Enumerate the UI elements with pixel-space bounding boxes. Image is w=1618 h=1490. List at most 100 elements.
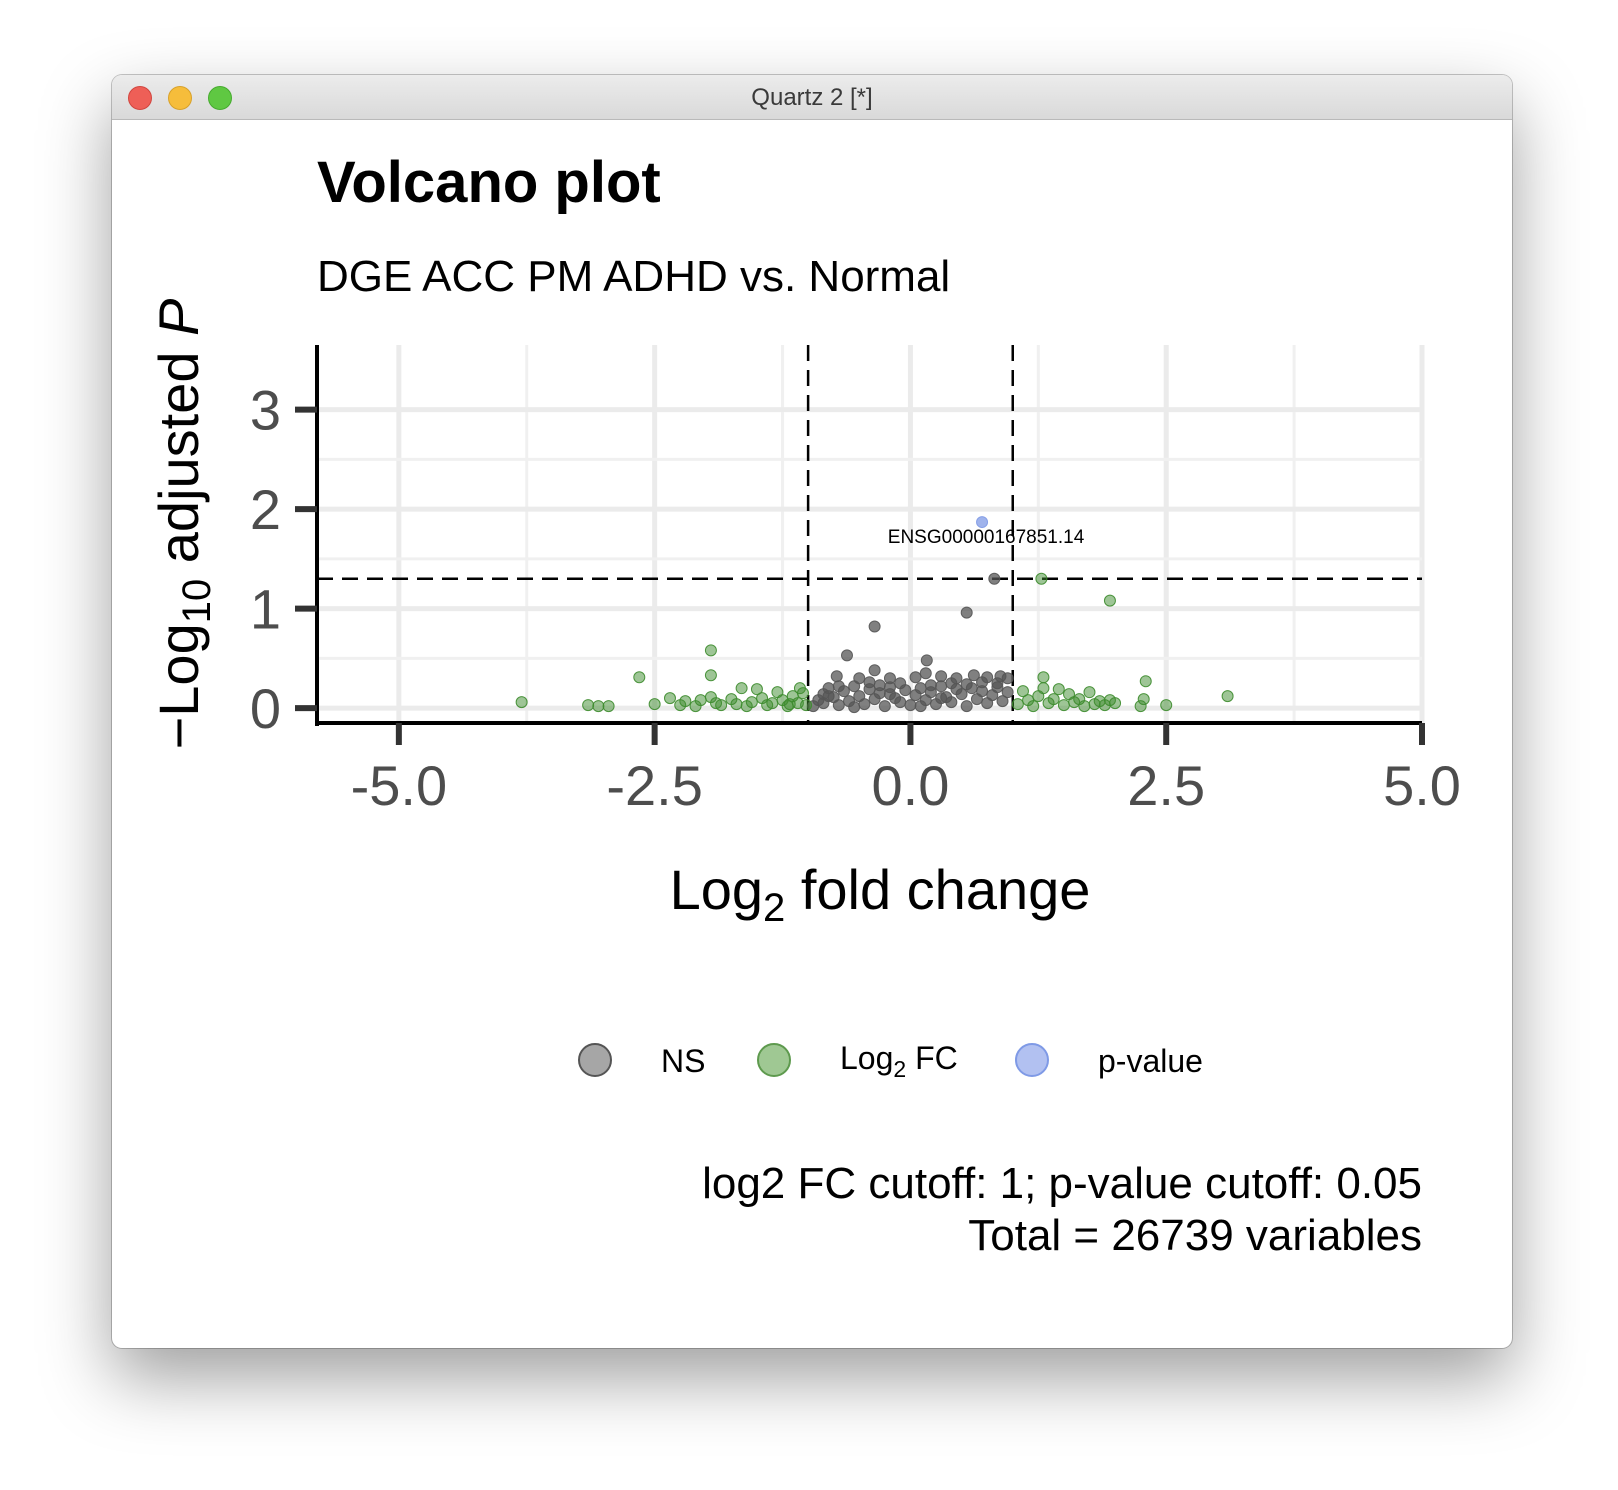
ns-point <box>830 670 843 683</box>
caption-cutoffs: log2 FC cutoff: 1; p-value cutoff: 0.05 <box>702 1159 1422 1208</box>
chart-title: Volcano plot <box>317 150 661 215</box>
ns-point <box>935 692 948 705</box>
log2fc-point <box>800 699 813 712</box>
ns-point <box>960 606 973 619</box>
ns-point <box>960 678 973 691</box>
log2fc-point <box>592 700 605 713</box>
ns-point <box>914 682 927 695</box>
log2fc-point <box>648 698 661 711</box>
x-axis-title-rest: fold change <box>785 858 1090 921</box>
ns-point <box>924 679 937 692</box>
x-tick-label: -5.0 <box>351 754 448 817</box>
ns-point <box>914 700 927 713</box>
ns-point <box>960 700 973 713</box>
log2fc-point <box>1011 698 1024 711</box>
caption-total: Total = 26739 variables <box>968 1211 1422 1260</box>
ns-point <box>822 690 835 703</box>
y-axis-title-pre: −Log <box>147 623 210 749</box>
ns-point <box>991 677 1004 690</box>
x-tick-label: 2.5 <box>1127 754 1205 817</box>
ns-point <box>981 671 994 684</box>
x-tick-label: 0.0 <box>871 754 949 817</box>
chart-subtitle: DGE ACC PM ADHD vs. Normal <box>317 252 950 301</box>
ns-point <box>878 700 891 713</box>
log2fc-point <box>715 699 728 712</box>
ns-point <box>873 679 886 692</box>
window-title: Quartz 2 [*] <box>751 84 873 111</box>
legend-swatch-pvalue <box>1015 1043 1049 1077</box>
minimize-window-button[interactable] <box>168 86 192 110</box>
log2fc-point <box>1037 682 1050 695</box>
x-tick-label: 5.0 <box>1383 754 1461 817</box>
ns-point <box>935 670 948 683</box>
legend-label-log2fc: Log2 FC <box>840 1040 958 1082</box>
point-label: ENSG00000167851.14 <box>888 527 1085 548</box>
ns-point <box>832 680 845 693</box>
legend-label-ns: NS <box>661 1043 705 1079</box>
ns-point <box>894 677 907 690</box>
log2fc-point <box>1221 690 1234 703</box>
close-window-button[interactable] <box>128 86 152 110</box>
ns-point <box>920 654 933 667</box>
log2fc-point <box>1016 685 1029 698</box>
ns-point <box>894 696 907 709</box>
log2fc-point <box>1047 693 1060 706</box>
legend-label-log2fc-sub: 2 <box>893 1056 906 1082</box>
ns-point <box>950 672 963 685</box>
zoom-window-button[interactable] <box>208 86 232 110</box>
log2fc-point <box>793 682 806 695</box>
y-axis-title-mid: adjusted <box>147 336 210 579</box>
ns-point <box>848 701 861 714</box>
ns-point <box>883 672 896 685</box>
ns-point <box>988 572 1001 585</box>
ns-point <box>883 688 896 701</box>
ns-point <box>919 667 932 680</box>
y-tick-label: 2 <box>250 478 281 541</box>
ns-point <box>909 671 922 684</box>
points-layer: ENSG00000167851.14 <box>515 516 1234 714</box>
legend-label-log2fc-rest: FC <box>906 1040 958 1076</box>
log2fc-point <box>1027 700 1040 713</box>
log2fc-point <box>1137 693 1150 706</box>
log2fc-point <box>704 669 717 682</box>
ns-point <box>853 672 866 685</box>
log2fc-point <box>1139 675 1152 688</box>
log2fc-point <box>582 699 595 712</box>
log2fc-point <box>745 696 758 709</box>
log2fc-point <box>1052 683 1065 696</box>
ns-point <box>955 688 968 701</box>
log2fc-point <box>704 644 717 657</box>
legend: NS Log2 FC p-value <box>578 1040 1203 1082</box>
ns-point <box>868 664 881 677</box>
y-tick-label: 0 <box>250 677 281 740</box>
x-axis-title-base: Log <box>670 858 763 921</box>
ns-point <box>945 696 958 709</box>
legend-swatch-ns <box>578 1043 612 1077</box>
grid-layer <box>317 345 1425 723</box>
log2fc-point <box>1160 699 1173 712</box>
log2fc-point <box>783 698 796 711</box>
ns-point <box>1001 672 1014 685</box>
y-axis-title-sub: 10 <box>175 579 219 624</box>
ns-point <box>996 695 1009 708</box>
log2fc-point <box>633 671 646 684</box>
log2fc-point <box>766 697 779 710</box>
window-titlebar: Quartz 2 [*] <box>112 75 1512 120</box>
x-axis-title-sub: 2 <box>763 886 785 930</box>
ns-point <box>858 698 871 711</box>
log2fc-point <box>1035 572 1048 585</box>
log2fc-point <box>1078 700 1091 713</box>
legend-label-pvalue: p-value <box>1098 1043 1203 1079</box>
ns-point <box>1001 686 1014 699</box>
log2fc-point <box>1057 699 1070 712</box>
y-axis-title-italic: P <box>147 299 210 336</box>
log2fc-point <box>515 696 528 709</box>
log2fc-point <box>694 694 707 707</box>
axes-layer: -5.0 -2.5 0.0 2.5 5.0 0 1 2 3 <box>250 345 1461 817</box>
log2fc-point <box>1109 697 1122 710</box>
log2fc-point <box>679 695 692 708</box>
legend-swatch-log2fc <box>757 1043 791 1077</box>
x-tick-label: -2.5 <box>606 754 703 817</box>
log2fc-point <box>1083 686 1096 699</box>
log2fc-point <box>735 682 748 695</box>
